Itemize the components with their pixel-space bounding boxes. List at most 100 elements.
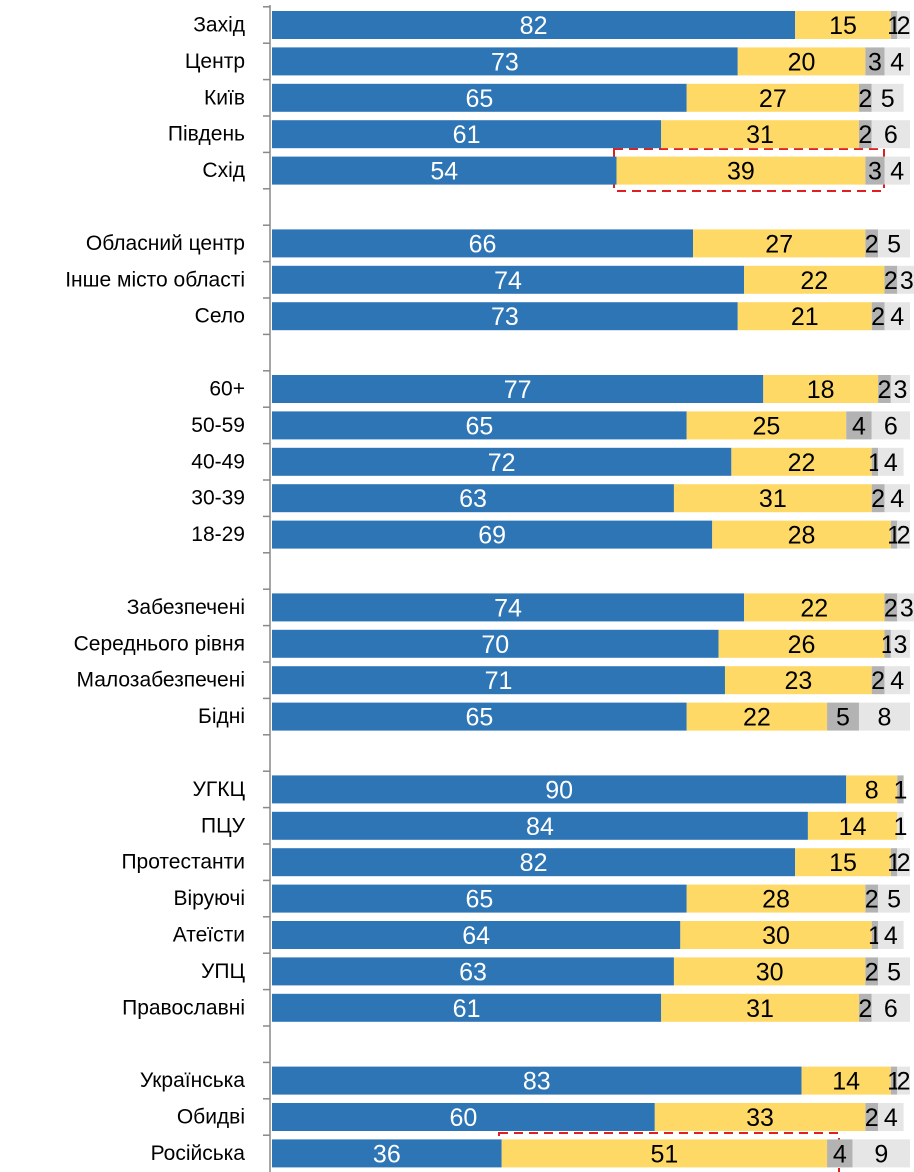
category-label: Православні <box>122 996 245 1019</box>
bar-segment <box>878 1103 904 1131</box>
value-label: 4 <box>884 1104 898 1132</box>
value-label: 22 <box>743 704 771 732</box>
value-label: 4 <box>852 412 866 440</box>
value-label: 2 <box>884 267 898 295</box>
value-label: 3 <box>900 594 914 622</box>
value-label: 82 <box>520 12 548 40</box>
bar-segment <box>807 811 898 840</box>
bar-segment <box>718 629 885 658</box>
value-label: 90 <box>545 776 573 804</box>
value-label: 6 <box>884 995 898 1023</box>
value-label: 2 <box>858 85 872 113</box>
bar-segment <box>871 993 910 1022</box>
value-label: 3 <box>893 631 907 659</box>
bar-segment <box>272 921 681 949</box>
bar-segment <box>897 520 910 549</box>
category-label: Бідні <box>198 705 245 728</box>
category-label: Захід <box>193 14 245 37</box>
value-label: 2 <box>884 594 898 622</box>
value-label: 5 <box>881 85 895 113</box>
value-label: 73 <box>491 48 519 76</box>
bar-segment <box>686 884 866 913</box>
bar-segment <box>731 447 872 476</box>
bar-segment <box>272 811 808 840</box>
value-label: 36 <box>373 1140 401 1168</box>
value-label: 20 <box>788 48 816 76</box>
value-label: 2 <box>897 12 911 40</box>
bar-segment <box>890 1066 898 1095</box>
category-label: Середнього рівня <box>74 632 245 655</box>
value-label: 33 <box>746 1104 774 1132</box>
bar-segment <box>737 302 872 331</box>
bar-segment <box>272 775 847 804</box>
category-label: Протестанти <box>121 851 245 874</box>
bar-segment <box>272 1139 502 1168</box>
bar-segment <box>744 593 885 622</box>
value-label: 22 <box>800 594 828 622</box>
value-label: 30 <box>756 958 784 986</box>
category-label: УПЦ <box>201 960 245 983</box>
category-label: 30-39 <box>191 487 245 510</box>
value-label: 71 <box>485 667 513 695</box>
bar-segment <box>827 1139 853 1168</box>
value-label: 2 <box>878 376 892 404</box>
category-label: ПЦУ <box>201 814 246 837</box>
value-label: 6 <box>884 121 898 149</box>
value-label: 23 <box>784 667 812 695</box>
bar-segment <box>272 957 674 986</box>
bar-segment <box>686 83 859 112</box>
value-label: 64 <box>462 922 490 950</box>
value-label: 82 <box>520 849 548 877</box>
bar-segment <box>897 775 904 804</box>
bar-segment <box>878 229 910 258</box>
value-label: 2 <box>865 886 879 914</box>
value-label: 2 <box>871 303 885 331</box>
value-label: 5 <box>887 886 901 914</box>
value-label: 31 <box>746 995 774 1023</box>
bar-segment <box>724 666 872 695</box>
bar-segment <box>272 484 674 513</box>
value-label: 3 <box>868 48 882 76</box>
bar-segment <box>871 484 885 513</box>
value-label: 4 <box>890 303 904 331</box>
value-label: 28 <box>788 522 816 550</box>
bar-segment <box>865 156 885 185</box>
bar-segment <box>272 848 796 877</box>
bar-segment <box>693 229 866 258</box>
bar-segment <box>272 265 745 294</box>
bar-segment <box>272 884 687 913</box>
bar-segment <box>878 447 904 476</box>
value-label: 2 <box>858 121 872 149</box>
bar-segment <box>878 957 910 986</box>
value-label: 26 <box>788 631 816 659</box>
bar-segment <box>272 1066 802 1095</box>
category-label: Схід <box>202 159 245 182</box>
value-label: 8 <box>878 704 892 732</box>
value-label: 4 <box>890 667 904 695</box>
category-label: Забезпечені <box>127 596 245 619</box>
bar-segment <box>897 811 904 840</box>
value-label: 18 <box>807 376 835 404</box>
value-label: 31 <box>746 121 774 149</box>
bar-segment <box>858 83 872 112</box>
value-label: 77 <box>504 376 532 404</box>
value-label: 1 <box>893 813 907 841</box>
bar-segment <box>272 993 662 1022</box>
bar-segment <box>897 265 914 294</box>
bar-segment <box>852 1139 910 1168</box>
bar-segment <box>878 921 904 949</box>
category-label: Віруючі <box>173 887 245 910</box>
bar-segment <box>272 520 713 549</box>
bar-segment <box>272 83 687 112</box>
bar-segment <box>871 302 885 331</box>
bar-segment <box>712 520 891 549</box>
value-label: 2 <box>871 667 885 695</box>
value-label: 2 <box>865 230 879 258</box>
bar-segment <box>865 957 879 986</box>
bar-segment <box>272 47 738 76</box>
category-label: Малозабезпечені <box>76 669 245 692</box>
bar-segment <box>827 702 859 731</box>
bar-segment <box>897 593 914 622</box>
bar-segment <box>884 629 891 658</box>
category-label: Південь <box>168 123 245 146</box>
